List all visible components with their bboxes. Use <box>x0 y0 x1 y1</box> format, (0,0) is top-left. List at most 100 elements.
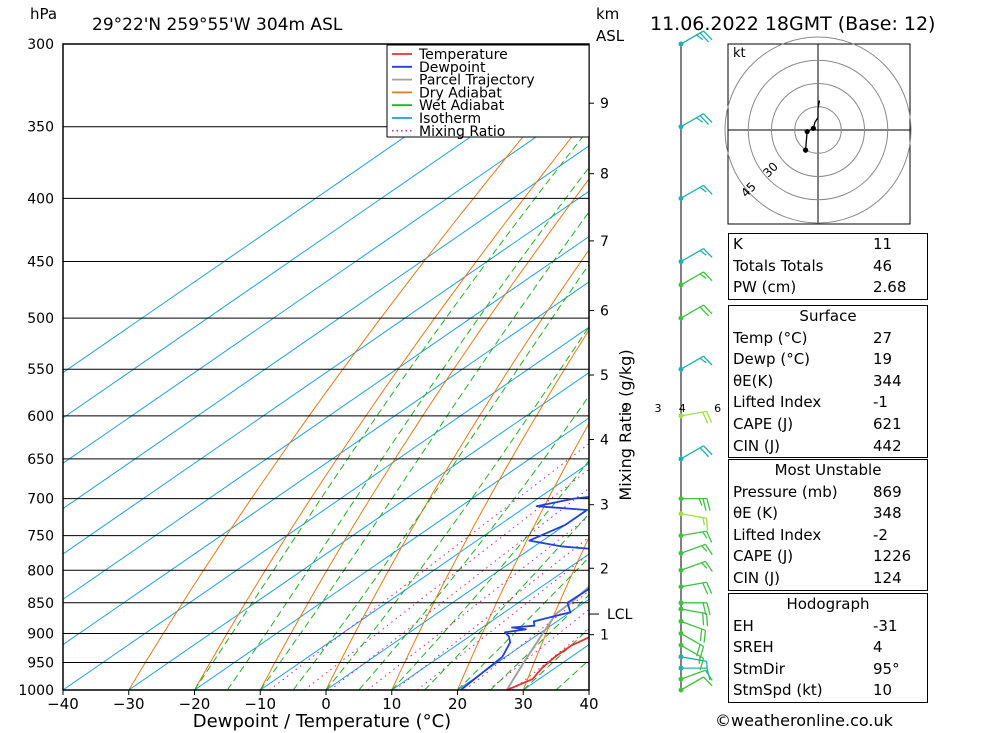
x-axis-ticks: −40 −30 −20 −10 0 10 20 30 40 <box>47 690 599 713</box>
wind-barb <box>678 355 713 372</box>
lcl-label: LCL <box>607 607 633 623</box>
x-tick-label: 0 <box>321 695 331 713</box>
hodograph-point <box>810 125 816 132</box>
pressure-tick-label: 300 <box>27 37 54 53</box>
table-row: CAPE (J) 1226 <box>729 546 927 568</box>
wet-adiabat-line <box>259 211 589 690</box>
dry-adiabat-line <box>194 114 589 690</box>
wet-adiabat-line <box>391 459 589 690</box>
isotherm-line <box>63 281 589 646</box>
km-tick-label: 6 <box>600 304 609 320</box>
km-tick-label: 9 <box>600 96 609 112</box>
wind-barb <box>678 184 713 201</box>
legend-label: Wet Adiabat <box>419 98 505 114</box>
table-label: CIN (J) <box>733 436 781 455</box>
parcel-trajectory-line <box>505 585 589 690</box>
pressure-tick-label: 400 <box>27 191 54 207</box>
table-label: StmDir <box>733 659 785 678</box>
location-title: 29°22'N 259°55'W 304m ASL <box>92 15 343 35</box>
isotherm-line <box>128 371 589 690</box>
table-row: θE(K) 344 <box>729 371 927 393</box>
x-axis-label: Dewpoint / Temperature (°C) <box>193 711 451 732</box>
pressure-tick-label: 1000 <box>18 683 54 699</box>
table-row: Temp (°C) 27 <box>729 328 927 350</box>
isotherm-line <box>63 145 589 510</box>
km-tick-label: 1 <box>600 628 609 644</box>
table-label: Totals Totals <box>733 256 824 275</box>
legend-label: Dewpoint <box>419 60 486 76</box>
x-tick-label: −30 <box>113 695 145 713</box>
table-value: -2 <box>873 525 888 544</box>
isotherm-line <box>63 44 540 374</box>
table-row: StmSpd (kt) 10 <box>729 680 927 702</box>
table-row: Pressure (mb) 869 <box>729 482 927 504</box>
hodograph-table: Hodograph EH -31 SREH 4 StmDir 95° StmSpd (kt) 1… <box>728 593 928 703</box>
mixing-ratio-label: 6 <box>714 402 721 415</box>
table-label: CAPE (J) <box>733 547 794 566</box>
x-tick-label: −20 <box>179 695 211 713</box>
isotherm-line <box>63 99 589 464</box>
table-label: SREH <box>733 638 774 657</box>
x-tick-label: 10 <box>382 695 401 713</box>
pressure-tick-label: 350 <box>27 120 54 136</box>
legend-label: Isotherm <box>419 111 481 127</box>
table-value: -31 <box>873 616 898 635</box>
table-row: Dewp (°C) 19 <box>729 349 927 371</box>
table-label: Lifted Index <box>733 525 822 544</box>
table-value: 348 <box>873 504 902 523</box>
isotherm-line <box>63 326 589 690</box>
wind-barb <box>678 560 713 573</box>
copyright-footer: ©weatheronline.co.uk <box>715 711 893 730</box>
mixing-ratio-axis-label: Mixing Ratio (g/kg) <box>616 349 635 500</box>
table-row: StmDir 95° <box>729 659 927 681</box>
table-row: EH -31 <box>729 616 927 638</box>
pressure-tick-label: 650 <box>27 452 54 468</box>
x-tick-label: −40 <box>47 695 79 713</box>
x-tick-label: −10 <box>244 695 276 713</box>
hodograph-point <box>803 147 809 153</box>
pressure-tick-label: 450 <box>27 255 54 271</box>
x-tick-label: 20 <box>448 695 467 713</box>
hodograph-point <box>804 128 810 135</box>
dry-adiabat-line <box>984 44 1000 690</box>
pressure-tick-label: 550 <box>27 362 54 378</box>
dry-adiabat-line <box>128 56 589 690</box>
table-label: EH <box>733 616 754 635</box>
table-section-title: Most Unstable <box>774 461 882 479</box>
table-row: PW (cm) 2.68 <box>729 277 927 299</box>
isotherm-line <box>259 462 589 690</box>
isotherm-lines <box>63 44 589 690</box>
wind-barb <box>678 113 713 130</box>
pressure-tick-label: 800 <box>27 563 54 579</box>
km-tick-label: 7 <box>600 234 609 250</box>
pressure-tick-label: 900 <box>27 626 54 642</box>
table-row: θE (K) 348 <box>729 503 927 525</box>
table-row: K 11 <box>729 234 927 256</box>
mixing-ratio-line <box>304 468 589 690</box>
table-value: 27 <box>873 328 893 347</box>
wind-barb <box>678 676 713 693</box>
wind-barb <box>678 618 707 643</box>
mixing-ratio-line <box>394 536 589 690</box>
table-value: 10 <box>873 681 893 700</box>
table-section-title: Hodograph <box>786 595 870 613</box>
hpa-unit-label: hPa <box>30 5 57 23</box>
wet-adiabat-line <box>457 556 589 690</box>
isotherm-line <box>325 508 589 690</box>
wind-barb <box>678 543 713 556</box>
hodograph-ring <box>747 59 889 201</box>
dry-adiabat-line <box>918 44 1000 690</box>
mixing-ratio-label: 2 <box>622 402 629 415</box>
sounding-series <box>460 495 589 690</box>
table-value: 344 <box>873 371 902 390</box>
pressure-tick-label: 950 <box>27 655 54 671</box>
table-label: Pressure (mb) <box>733 482 838 501</box>
isotherm-line <box>63 190 589 555</box>
table-label: K <box>733 235 743 253</box>
table-value: -1 <box>873 393 888 412</box>
table-value: 2.68 <box>873 278 907 297</box>
pressure-axis-ticks: 300 350 400 450 500 550 600 650 700 750 800 850 900 9… <box>18 37 54 699</box>
wind-barb <box>678 530 713 543</box>
wind-barb <box>678 581 713 595</box>
wind-barb <box>678 642 705 671</box>
